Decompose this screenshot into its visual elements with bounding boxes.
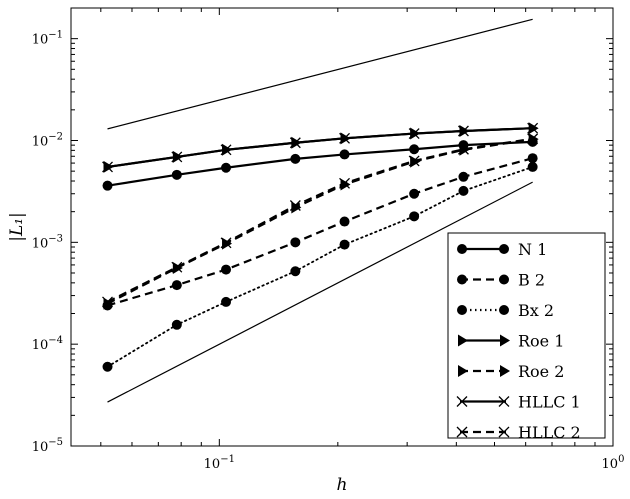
y-tick-label: 10−1 <box>32 30 63 48</box>
legend-label: Bx 2 <box>518 301 554 320</box>
y-tick-label: 10−4 <box>32 335 63 353</box>
data-point <box>102 296 113 308</box>
legend-marker <box>499 274 509 285</box>
series-line <box>106 166 534 368</box>
legend-label: B 2 <box>518 271 545 290</box>
legend-marker <box>456 396 468 407</box>
y-tick-label: 10−3 <box>32 233 63 251</box>
legend-marker <box>458 365 468 377</box>
data-point <box>409 211 420 222</box>
legend-marker <box>498 396 510 407</box>
legend-marker <box>458 334 468 347</box>
data-point <box>458 171 469 182</box>
y-tick-label: 10−5 <box>32 437 63 455</box>
series-hllc-1 <box>102 122 539 173</box>
series-bx-2 <box>102 161 538 372</box>
x-axis-label: h <box>337 475 348 495</box>
legend-label: Roe 1 <box>518 332 564 351</box>
data-point <box>290 266 301 277</box>
data-point <box>458 185 469 196</box>
legend-item: HLLC 1 <box>456 393 581 412</box>
plot-frame <box>70 7 614 447</box>
series-hllc-2 <box>102 133 539 308</box>
legend-item: N 1 <box>457 240 547 259</box>
data-point <box>102 361 113 372</box>
data-point <box>339 149 350 160</box>
y-axis-label: |L₁| <box>7 212 27 242</box>
legend-marker <box>456 426 468 438</box>
series-line <box>107 127 533 169</box>
legend-marker <box>499 244 509 254</box>
y-tick-label: 10−2 <box>32 131 63 149</box>
data-point <box>221 162 232 173</box>
data-point <box>339 177 350 189</box>
data-point <box>339 132 350 144</box>
x-tick-label: 10−1 <box>204 454 235 472</box>
data-point <box>220 144 232 156</box>
legend-item: HLLC 2 <box>456 423 581 442</box>
legend-marker <box>457 305 467 315</box>
data-point <box>408 155 420 167</box>
legend-label: HLLC 1 <box>518 393 581 412</box>
legend-marker <box>457 274 467 285</box>
data-point <box>290 153 301 164</box>
data-point <box>457 125 469 137</box>
data-point <box>527 153 538 164</box>
data-point <box>102 180 113 191</box>
data-point <box>409 144 420 155</box>
reference-slope-line <box>107 181 533 403</box>
legend-marker <box>500 365 510 377</box>
data-point <box>528 122 539 135</box>
data-point <box>527 133 539 145</box>
data-point <box>339 216 350 227</box>
reference-lines <box>107 18 533 403</box>
data-point <box>171 261 183 273</box>
legend-item: Roe 2 <box>458 362 564 381</box>
data-point <box>457 143 469 155</box>
series-layer <box>102 122 539 372</box>
legend-label: Roe 2 <box>518 362 564 381</box>
data-point <box>221 264 232 275</box>
legend-box <box>447 232 606 439</box>
legend-item: Bx 2 <box>457 301 554 320</box>
data-point <box>339 239 350 250</box>
data-point <box>171 151 183 163</box>
data-point <box>171 169 182 180</box>
data-point <box>221 296 232 307</box>
data-point <box>527 161 538 172</box>
data-point <box>102 161 113 173</box>
data-point <box>408 128 420 140</box>
data-point <box>289 200 301 211</box>
legend-label: N 1 <box>518 240 547 259</box>
legend: N 1 B 2 Bx 2 Roe 1 Roe 2 HLLC 1 HLLC 2 <box>447 232 606 442</box>
data-point <box>220 237 232 249</box>
axis-ticks: 10−1 100 10−5 10−4 10−3 10−2 10−1 <box>32 7 625 472</box>
data-point <box>171 280 182 291</box>
series-line <box>107 140 533 187</box>
x-tick-label: 100 <box>602 454 625 472</box>
series-line <box>107 157 533 307</box>
legend-marker <box>457 244 467 254</box>
data-point <box>409 188 420 199</box>
legend-marker <box>498 426 510 438</box>
legend-label: HLLC 2 <box>518 423 581 442</box>
reference-slope-line <box>107 18 533 130</box>
series-line <box>107 137 533 303</box>
data-point <box>290 237 301 248</box>
legend-marker <box>500 334 510 347</box>
legend-item: B 2 <box>457 271 545 290</box>
series-n-1 <box>102 136 538 191</box>
data-point <box>527 122 539 134</box>
data-point <box>171 319 182 330</box>
legend-marker <box>499 305 509 315</box>
data-point <box>289 137 301 149</box>
legend-item: Roe 1 <box>458 332 564 351</box>
